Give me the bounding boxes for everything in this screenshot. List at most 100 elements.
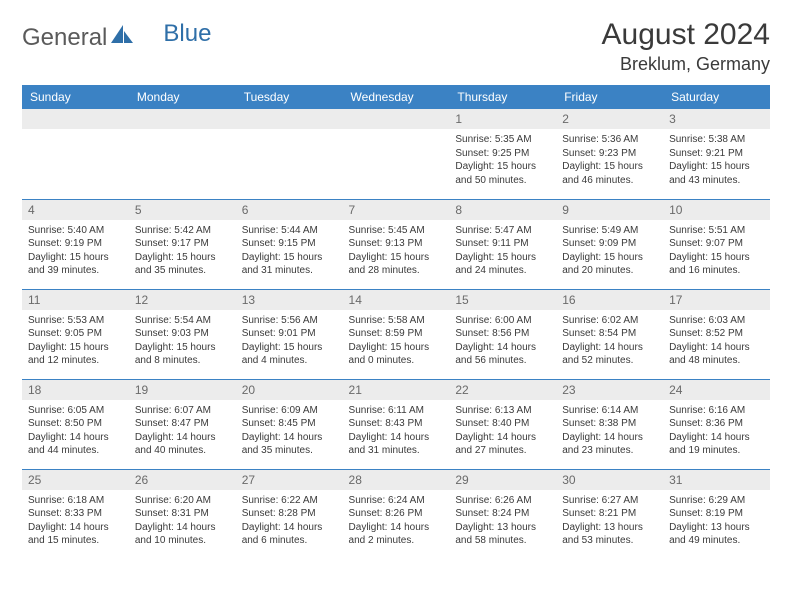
calendar-day: 21Sunrise: 6:11 AMSunset: 8:43 PMDayligh…	[343, 379, 450, 469]
calendar-day: 18Sunrise: 6:05 AMSunset: 8:50 PMDayligh…	[22, 379, 129, 469]
calendar-day: 17Sunrise: 6:03 AMSunset: 8:52 PMDayligh…	[663, 289, 770, 379]
calendar-day	[22, 109, 129, 199]
calendar-day: 12Sunrise: 5:54 AMSunset: 9:03 PMDayligh…	[129, 289, 236, 379]
calendar-day: 4Sunrise: 5:40 AMSunset: 9:19 PMDaylight…	[22, 199, 129, 289]
day-header: Friday	[556, 85, 663, 109]
day-number: 13	[236, 290, 343, 310]
day-details: Sunrise: 5:38 AMSunset: 9:21 PMDaylight:…	[663, 129, 770, 193]
day-number: 2	[556, 109, 663, 129]
day-details: Sunrise: 6:18 AMSunset: 8:33 PMDaylight:…	[22, 490, 129, 554]
brand-part1: General	[22, 24, 107, 52]
day-number: 18	[22, 380, 129, 400]
day-header: Monday	[129, 85, 236, 109]
calendar-day: 13Sunrise: 5:56 AMSunset: 9:01 PMDayligh…	[236, 289, 343, 379]
day-number: 28	[343, 470, 450, 490]
calendar-day: 10Sunrise: 5:51 AMSunset: 9:07 PMDayligh…	[663, 199, 770, 289]
header: General Blue August 2024 Breklum, German…	[22, 18, 770, 75]
calendar-day: 7Sunrise: 5:45 AMSunset: 9:13 PMDaylight…	[343, 199, 450, 289]
day-details: Sunrise: 5:45 AMSunset: 9:13 PMDaylight:…	[343, 220, 450, 284]
day-details: Sunrise: 6:11 AMSunset: 8:43 PMDaylight:…	[343, 400, 450, 464]
calendar-day: 23Sunrise: 6:14 AMSunset: 8:38 PMDayligh…	[556, 379, 663, 469]
day-number: 23	[556, 380, 663, 400]
day-number: 6	[236, 200, 343, 220]
day-details: Sunrise: 6:29 AMSunset: 8:19 PMDaylight:…	[663, 490, 770, 554]
calendar-week: 25Sunrise: 6:18 AMSunset: 8:33 PMDayligh…	[22, 469, 770, 559]
day-details: Sunrise: 6:22 AMSunset: 8:28 PMDaylight:…	[236, 490, 343, 554]
day-details: Sunrise: 6:05 AMSunset: 8:50 PMDaylight:…	[22, 400, 129, 464]
calendar-day: 9Sunrise: 5:49 AMSunset: 9:09 PMDaylight…	[556, 199, 663, 289]
calendar-week: 4Sunrise: 5:40 AMSunset: 9:19 PMDaylight…	[22, 199, 770, 289]
calendar-day: 6Sunrise: 5:44 AMSunset: 9:15 PMDaylight…	[236, 199, 343, 289]
day-number: 7	[343, 200, 450, 220]
day-details: Sunrise: 5:36 AMSunset: 9:23 PMDaylight:…	[556, 129, 663, 193]
day-number: 26	[129, 470, 236, 490]
calendar-day: 27Sunrise: 6:22 AMSunset: 8:28 PMDayligh…	[236, 469, 343, 559]
location: Breklum, Germany	[602, 54, 770, 75]
day-number: 15	[449, 290, 556, 310]
calendar-day: 25Sunrise: 6:18 AMSunset: 8:33 PMDayligh…	[22, 469, 129, 559]
day-number: 8	[449, 200, 556, 220]
day-details: Sunrise: 5:56 AMSunset: 9:01 PMDaylight:…	[236, 310, 343, 374]
brand-part2: Blue	[163, 20, 211, 48]
day-number: 1	[449, 109, 556, 129]
day-details: Sunrise: 5:42 AMSunset: 9:17 PMDaylight:…	[129, 220, 236, 284]
day-details: Sunrise: 6:26 AMSunset: 8:24 PMDaylight:…	[449, 490, 556, 554]
calendar-week: 11Sunrise: 5:53 AMSunset: 9:05 PMDayligh…	[22, 289, 770, 379]
calendar-day: 8Sunrise: 5:47 AMSunset: 9:11 PMDaylight…	[449, 199, 556, 289]
day-details: Sunrise: 5:40 AMSunset: 9:19 PMDaylight:…	[22, 220, 129, 284]
day-number: 20	[236, 380, 343, 400]
calendar-day: 14Sunrise: 5:58 AMSunset: 8:59 PMDayligh…	[343, 289, 450, 379]
calendar-week: 18Sunrise: 6:05 AMSunset: 8:50 PMDayligh…	[22, 379, 770, 469]
day-number: 30	[556, 470, 663, 490]
day-number: 9	[556, 200, 663, 220]
day-number: 14	[343, 290, 450, 310]
calendar-day: 29Sunrise: 6:26 AMSunset: 8:24 PMDayligh…	[449, 469, 556, 559]
calendar-day: 5Sunrise: 5:42 AMSunset: 9:17 PMDaylight…	[129, 199, 236, 289]
day-details: Sunrise: 6:24 AMSunset: 8:26 PMDaylight:…	[343, 490, 450, 554]
day-header: Sunday	[22, 85, 129, 109]
calendar-day: 16Sunrise: 6:02 AMSunset: 8:54 PMDayligh…	[556, 289, 663, 379]
calendar-day	[236, 109, 343, 199]
day-details: Sunrise: 6:02 AMSunset: 8:54 PMDaylight:…	[556, 310, 663, 374]
day-details: Sunrise: 6:16 AMSunset: 8:36 PMDaylight:…	[663, 400, 770, 464]
calendar-day: 28Sunrise: 6:24 AMSunset: 8:26 PMDayligh…	[343, 469, 450, 559]
day-number: 10	[663, 200, 770, 220]
brand-logo: General Blue	[22, 18, 211, 52]
day-details: Sunrise: 5:51 AMSunset: 9:07 PMDaylight:…	[663, 220, 770, 284]
day-details: Sunrise: 6:03 AMSunset: 8:52 PMDaylight:…	[663, 310, 770, 374]
day-number: 11	[22, 290, 129, 310]
calendar-day: 15Sunrise: 6:00 AMSunset: 8:56 PMDayligh…	[449, 289, 556, 379]
calendar-day: 24Sunrise: 6:16 AMSunset: 8:36 PMDayligh…	[663, 379, 770, 469]
day-header: Wednesday	[343, 85, 450, 109]
day-number: 19	[129, 380, 236, 400]
day-number: 24	[663, 380, 770, 400]
day-details: Sunrise: 6:07 AMSunset: 8:47 PMDaylight:…	[129, 400, 236, 464]
day-number: 21	[343, 380, 450, 400]
calendar-day	[129, 109, 236, 199]
day-number: 5	[129, 200, 236, 220]
day-details: Sunrise: 6:27 AMSunset: 8:21 PMDaylight:…	[556, 490, 663, 554]
day-details: Sunrise: 6:09 AMSunset: 8:45 PMDaylight:…	[236, 400, 343, 464]
calendar-day: 20Sunrise: 6:09 AMSunset: 8:45 PMDayligh…	[236, 379, 343, 469]
day-number: 29	[449, 470, 556, 490]
calendar-day: 1Sunrise: 5:35 AMSunset: 9:25 PMDaylight…	[449, 109, 556, 199]
day-header: Thursday	[449, 85, 556, 109]
day-number: 17	[663, 290, 770, 310]
calendar-day: 19Sunrise: 6:07 AMSunset: 8:47 PMDayligh…	[129, 379, 236, 469]
day-details: Sunrise: 6:14 AMSunset: 8:38 PMDaylight:…	[556, 400, 663, 464]
calendar-day: 2Sunrise: 5:36 AMSunset: 9:23 PMDaylight…	[556, 109, 663, 199]
day-header-row: Sunday Monday Tuesday Wednesday Thursday…	[22, 85, 770, 109]
day-details: Sunrise: 5:35 AMSunset: 9:25 PMDaylight:…	[449, 129, 556, 193]
calendar-day: 31Sunrise: 6:29 AMSunset: 8:19 PMDayligh…	[663, 469, 770, 559]
day-details: Sunrise: 5:44 AMSunset: 9:15 PMDaylight:…	[236, 220, 343, 284]
day-number: 4	[22, 200, 129, 220]
day-number: 31	[663, 470, 770, 490]
calendar-week: 1Sunrise: 5:35 AMSunset: 9:25 PMDaylight…	[22, 109, 770, 199]
day-number: 25	[22, 470, 129, 490]
calendar-day: 22Sunrise: 6:13 AMSunset: 8:40 PMDayligh…	[449, 379, 556, 469]
day-details: Sunrise: 5:54 AMSunset: 9:03 PMDaylight:…	[129, 310, 236, 374]
day-number: 16	[556, 290, 663, 310]
day-header: Tuesday	[236, 85, 343, 109]
day-number: 27	[236, 470, 343, 490]
day-header: Saturday	[663, 85, 770, 109]
